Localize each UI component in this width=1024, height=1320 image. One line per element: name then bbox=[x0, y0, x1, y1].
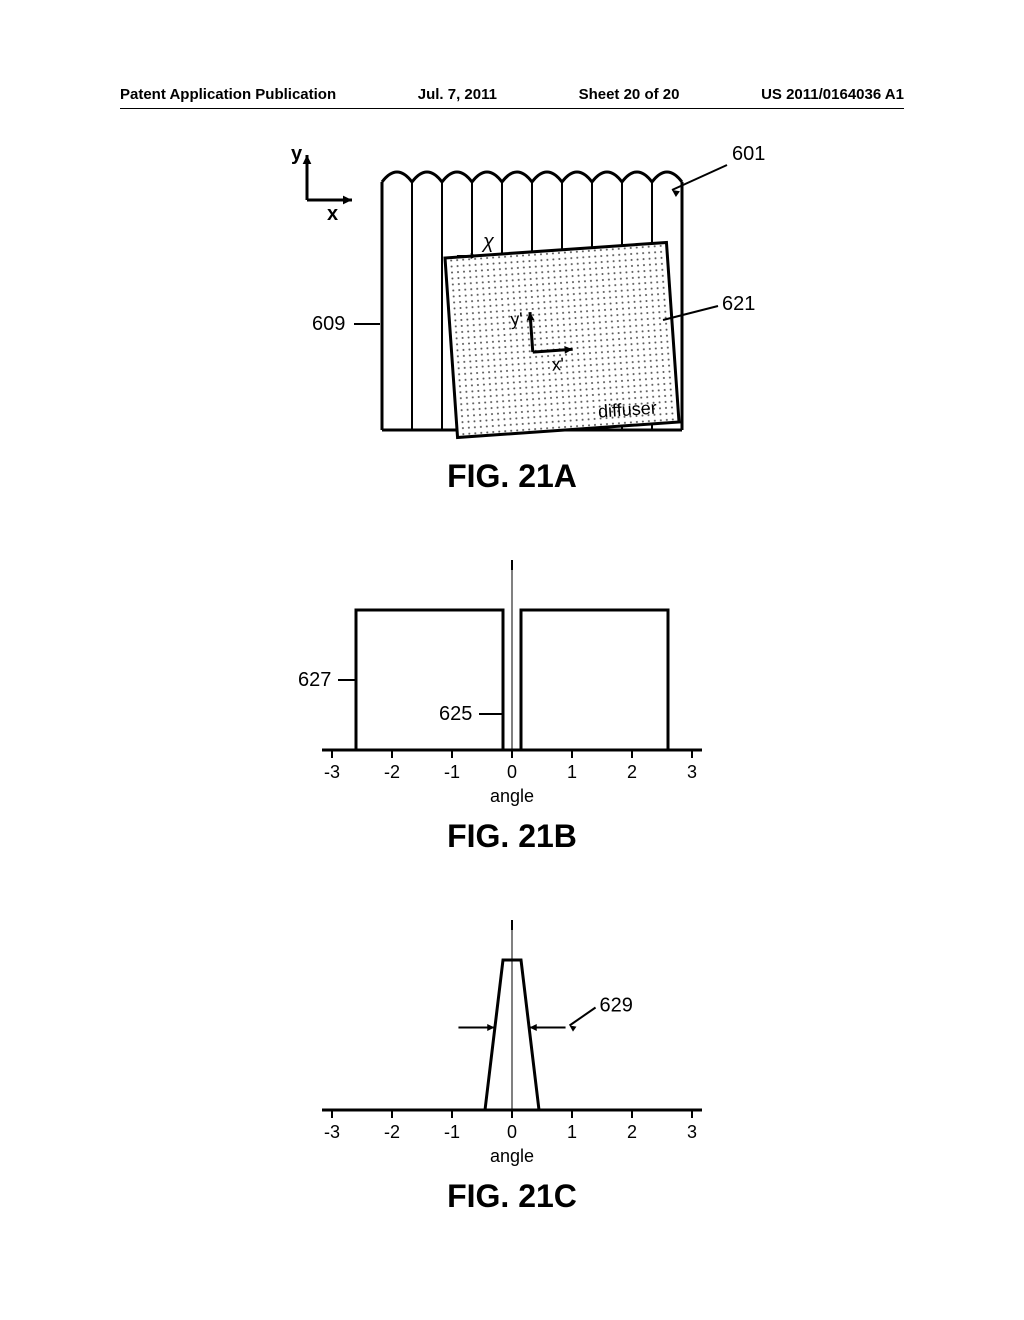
svg-text:1: 1 bbox=[567, 762, 577, 782]
header-right: US 2011/0164036 A1 bbox=[761, 86, 904, 103]
fig-21b-label: FIG. 21B bbox=[0, 818, 1024, 855]
svg-text:-2: -2 bbox=[384, 762, 400, 782]
fig-21c-svg: -3 -2 -1 0 1 2 3 angle 629 bbox=[272, 910, 752, 1170]
svg-text:χ: χ bbox=[481, 231, 495, 253]
svg-text:3: 3 bbox=[687, 1122, 697, 1142]
svg-text:y: y bbox=[291, 143, 303, 165]
header-center: Jul. 7, 2011 bbox=[418, 86, 497, 103]
svg-text:-1: -1 bbox=[444, 762, 460, 782]
header-left: Patent Application Publication bbox=[120, 86, 336, 103]
svg-text:-2: -2 bbox=[384, 1122, 400, 1142]
fig-21c-label: FIG. 21C bbox=[0, 1178, 1024, 1215]
svg-text:1: 1 bbox=[567, 1122, 577, 1142]
svg-text:601: 601 bbox=[732, 143, 765, 165]
svg-text:-1: -1 bbox=[444, 1122, 460, 1142]
svg-text:627: 627 bbox=[298, 669, 331, 691]
svg-text:-3: -3 bbox=[324, 762, 340, 782]
svg-text:diffuser: diffuser bbox=[597, 398, 657, 422]
header-rule bbox=[120, 108, 904, 109]
fig-21a-svg: y x diffuser y' x' χ 601 609 621 bbox=[232, 130, 792, 450]
svg-text:0: 0 bbox=[507, 762, 517, 782]
svg-text:621: 621 bbox=[722, 293, 755, 315]
svg-text:629: 629 bbox=[600, 995, 633, 1017]
svg-text:625: 625 bbox=[439, 703, 472, 725]
svg-text:2: 2 bbox=[627, 1122, 637, 1142]
svg-text:x': x' bbox=[551, 354, 565, 375]
svg-text:-3: -3 bbox=[324, 1122, 340, 1142]
svg-text:angle: angle bbox=[490, 786, 534, 806]
svg-text:609: 609 bbox=[312, 313, 345, 335]
header-sheet: Sheet 20 of 20 bbox=[579, 86, 680, 103]
svg-text:3: 3 bbox=[687, 762, 697, 782]
page-header: Patent Application Publication Jul. 7, 2… bbox=[120, 86, 904, 103]
svg-text:y': y' bbox=[510, 309, 524, 330]
fig-21b-svg: -3 -2 -1 0 1 2 3 angle 627 625 bbox=[272, 550, 752, 810]
svg-text:2: 2 bbox=[627, 762, 637, 782]
figure-21a: y x diffuser y' x' χ 601 609 621 FIG. 21A bbox=[0, 130, 1024, 510]
svg-text:0: 0 bbox=[507, 1122, 517, 1142]
svg-text:x: x bbox=[327, 203, 338, 225]
figure-21c: -3 -2 -1 0 1 2 3 angle 629 FIG. 21C bbox=[0, 910, 1024, 1220]
fig-21a-label: FIG. 21A bbox=[0, 458, 1024, 495]
figure-21b: -3 -2 -1 0 1 2 3 angle 627 625 FIG. 21B bbox=[0, 550, 1024, 870]
svg-text:angle: angle bbox=[490, 1146, 534, 1166]
